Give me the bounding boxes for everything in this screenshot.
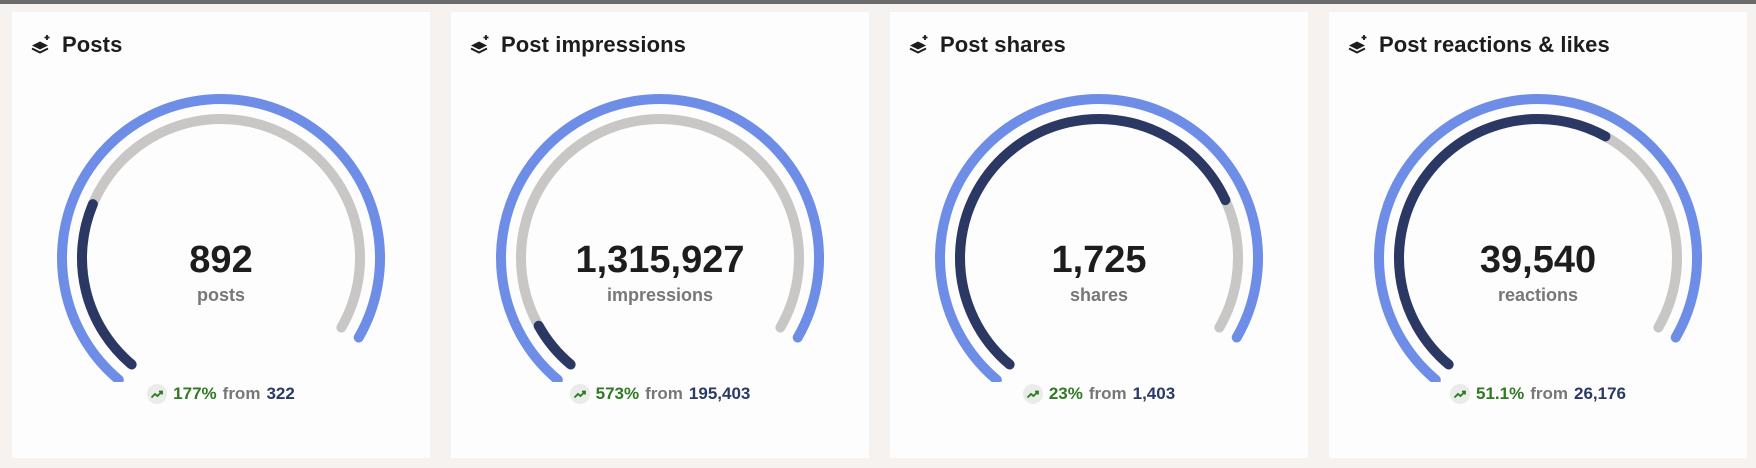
gauge-chart [57, 94, 385, 382]
change-percent: 23% [1048, 384, 1083, 403]
card-header: Post impressions [467, 32, 686, 58]
metric-value: 39,540 [1479, 239, 1597, 281]
gauge-chart [496, 94, 824, 382]
window-top-border [0, 0, 1756, 4]
layers-icon [1348, 35, 1367, 54]
from-label: from [645, 384, 683, 403]
layers-icon [31, 35, 50, 54]
layers-icon [909, 35, 928, 54]
gauge-progress-arc [955, 114, 1231, 370]
previous-value: 322 [266, 384, 295, 403]
change-percent: 51.1% [1476, 384, 1525, 403]
change-percent: 573% [595, 384, 640, 403]
metric-value: 1,725 [1051, 239, 1147, 281]
gauge-outer-ring [57, 94, 385, 382]
gauge-outer-ring [935, 94, 1263, 382]
metric-value: 892 [189, 239, 253, 281]
post-shares-card[interactable]: Post shares 1,725 shares 23% from 1,403 [890, 12, 1308, 458]
post-reactions-likes-card[interactable]: Post reactions & likes 39,540 reactions … [1329, 12, 1747, 458]
gauge-progress-arc [533, 320, 576, 370]
gauge-progress-arc [1394, 114, 1611, 370]
card-title: Post impressions [501, 32, 686, 57]
gauge-track [516, 114, 804, 370]
posts-card[interactable]: Posts 892 posts 177% from 322 [12, 12, 430, 458]
metric-unit: reactions [1497, 285, 1579, 305]
change-summary: 23% from 1,403 [890, 384, 1308, 404]
card-header: Post shares [906, 32, 1066, 58]
layers-icon [470, 35, 489, 54]
trending-up-icon [1450, 384, 1470, 404]
from-label: from [1530, 384, 1568, 403]
gauge-outer-ring [496, 94, 824, 382]
card-header: Posts [28, 32, 122, 58]
previous-value: 26,176 [1573, 384, 1626, 403]
trending-up-icon [569, 384, 590, 404]
card-title: Post reactions & likes [1379, 32, 1610, 57]
card-header: Post reactions & likes [1345, 32, 1610, 58]
metric-unit: impressions [606, 285, 714, 305]
post-impressions-card[interactable]: Post impressions 1,315,927 impressions 5… [451, 12, 869, 458]
card-title: Post shares [940, 32, 1066, 57]
from-label: from [222, 384, 261, 403]
previous-value: 195,403 [688, 384, 751, 403]
change-summary: 573% from 195,403 [451, 384, 869, 404]
previous-value: 1,403 [1132, 384, 1176, 403]
metric-unit: shares [1069, 285, 1129, 305]
change-summary: 177% from 322 [12, 384, 430, 404]
trending-up-icon [147, 384, 168, 404]
gauge-outer-ring [1374, 94, 1702, 382]
from-label: from [1088, 384, 1127, 403]
change-summary: 51.1% from 26,176 [1329, 384, 1747, 404]
trending-up-icon [1022, 384, 1043, 404]
change-percent: 177% [173, 384, 217, 403]
metric-unit: posts [196, 285, 245, 305]
metrics-card-row: Posts 892 posts 177% from 322 Post impre… [12, 12, 1748, 458]
gauge-chart [935, 94, 1263, 382]
metric-value: 1,315,927 [575, 239, 745, 281]
card-title: Posts [62, 32, 123, 57]
gauge-progress-arc [77, 199, 137, 370]
gauge-chart [1374, 94, 1702, 382]
